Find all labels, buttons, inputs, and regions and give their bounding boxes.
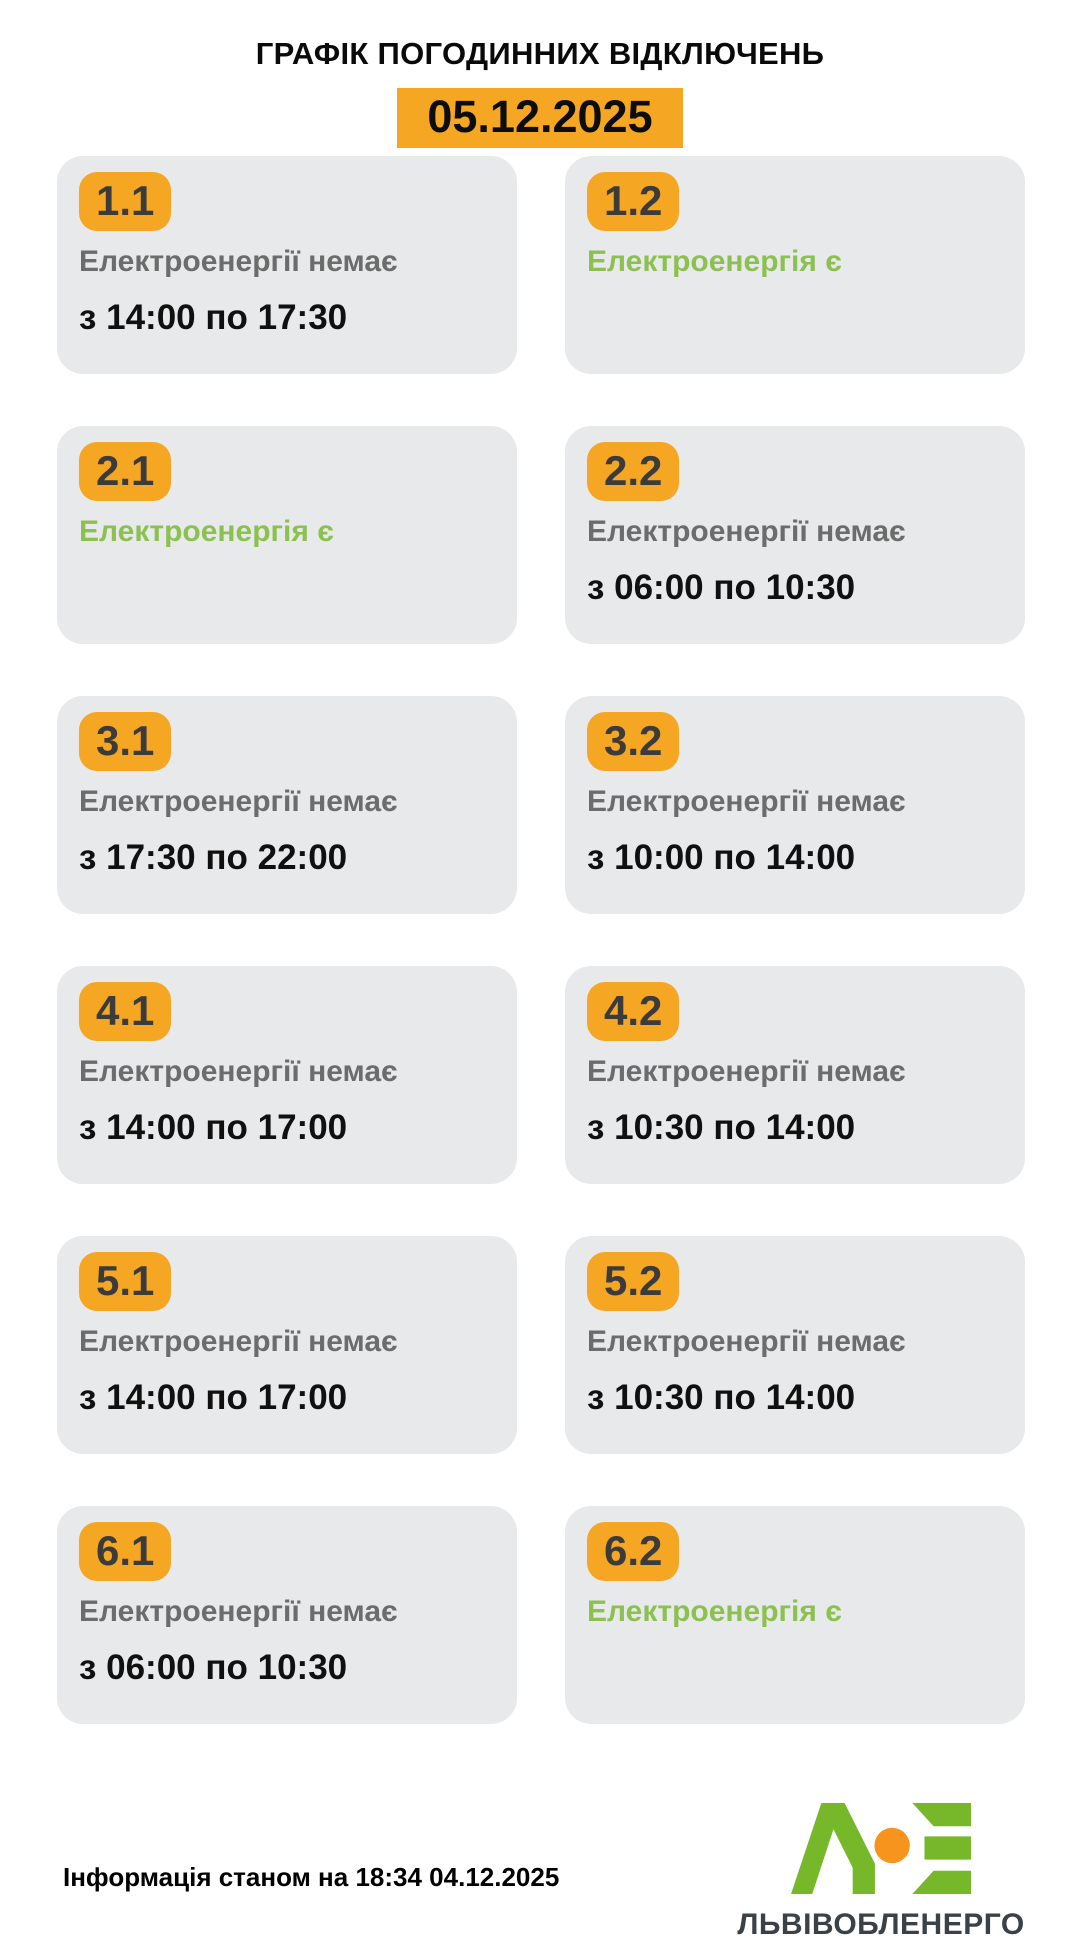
schedule-card: 3.2 Електроенергії немає з 10:00 по 14:0… bbox=[565, 695, 1025, 914]
outage-time: з 17:30 по 22:00 bbox=[79, 837, 348, 877]
group-badge: 6.1 bbox=[79, 1521, 172, 1581]
power-status: Електроенергії немає bbox=[79, 1054, 398, 1088]
outage-time: з 14:00 по 17:00 bbox=[79, 1377, 348, 1417]
outage-time: з 06:00 по 10:30 bbox=[587, 567, 856, 607]
schedule-card: 6.2 Електроенергія є bbox=[565, 1505, 1025, 1724]
group-badge: 5.1 bbox=[79, 1251, 172, 1311]
power-status: Електроенергія є bbox=[587, 1594, 842, 1628]
outage-time: з 10:00 по 14:00 bbox=[587, 837, 856, 877]
date-badge: 05.12.2025 bbox=[397, 88, 683, 148]
logo-letter-e-mid bbox=[924, 1836, 971, 1860]
power-status: Електроенергії немає bbox=[587, 784, 906, 818]
group-badge: 4.1 bbox=[79, 981, 172, 1041]
schedule-card: 5.1 Електроенергії немає з 14:00 по 17:0… bbox=[57, 1235, 517, 1454]
logo-letter-e-bottom bbox=[912, 1870, 971, 1894]
group-badge: 3.1 bbox=[79, 711, 172, 771]
power-status: Електроенергія є bbox=[587, 244, 842, 278]
schedule-card: 6.1 Електроенергії немає з 06:00 по 10:3… bbox=[57, 1505, 517, 1724]
power-status: Електроенергії немає bbox=[587, 1054, 906, 1088]
group-badge: 1.1 bbox=[79, 171, 172, 231]
schedule-card: 2.1 Електроенергія є bbox=[57, 425, 517, 644]
schedule-card: 2.2 Електроенергії немає з 06:00 по 10:3… bbox=[565, 425, 1025, 644]
group-badge: 3.2 bbox=[587, 711, 680, 771]
schedule-card: 3.1 Електроенергії немає з 17:30 по 22:0… bbox=[57, 695, 517, 914]
company-logo: ЛЬВІВОБЛЕНЕРГО bbox=[735, 1803, 1027, 1942]
power-status: Електроенергії немає bbox=[587, 1324, 906, 1358]
loe-logo-icon bbox=[791, 1803, 971, 1894]
outage-time: з 14:00 по 17:30 bbox=[79, 297, 348, 337]
logo-letter-e-top bbox=[912, 1803, 971, 1827]
outage-time: з 06:00 по 10:30 bbox=[79, 1647, 348, 1687]
logo-letter-l bbox=[791, 1803, 875, 1894]
group-badge: 6.2 bbox=[587, 1521, 680, 1581]
power-status: Електроенергії немає bbox=[79, 244, 398, 278]
outage-time: з 10:30 по 14:00 bbox=[587, 1107, 856, 1147]
power-status: Електроенергії немає bbox=[587, 514, 906, 548]
power-status: Електроенергія є bbox=[79, 514, 334, 548]
footer-info: Інформація станом на 18:34 04.12.2025 bbox=[63, 1862, 560, 1892]
schedule-card: 4.1 Електроенергії немає з 14:00 по 17:0… bbox=[57, 965, 517, 1184]
cards-grid: 1.1 Електроенергії немає з 14:00 по 17:3… bbox=[57, 155, 1025, 1724]
outage-time: з 10:30 по 14:00 bbox=[587, 1377, 856, 1417]
outage-time: з 14:00 по 17:00 bbox=[79, 1107, 348, 1147]
company-name: ЛЬВІВОБЛЕНЕРГО bbox=[737, 1908, 1025, 1941]
group-badge: 1.2 bbox=[587, 171, 680, 231]
power-status: Електроенергії немає bbox=[79, 784, 398, 818]
power-status: Електроенергії немає bbox=[79, 1594, 398, 1628]
group-badge: 2.2 bbox=[587, 441, 680, 501]
group-badge: 2.1 bbox=[79, 441, 172, 501]
schedule-card: 1.1 Електроенергії немає з 14:00 по 17:3… bbox=[57, 155, 517, 374]
logo-dot bbox=[874, 1827, 910, 1864]
power-status: Електроенергії немає bbox=[79, 1324, 398, 1358]
page-title: ГРАФІК ПОГОДИННИХ ВІДКЛЮЧЕНЬ bbox=[255, 36, 825, 71]
schedule-card: 5.2 Електроенергії немає з 10:30 по 14:0… bbox=[565, 1235, 1025, 1454]
schedule-card: 4.2 Електроенергії немає з 10:30 по 14:0… bbox=[565, 965, 1025, 1184]
group-badge: 5.2 bbox=[587, 1251, 680, 1311]
schedule-card: 1.2 Електроенергія є bbox=[565, 155, 1025, 374]
group-badge: 4.2 bbox=[587, 981, 680, 1041]
